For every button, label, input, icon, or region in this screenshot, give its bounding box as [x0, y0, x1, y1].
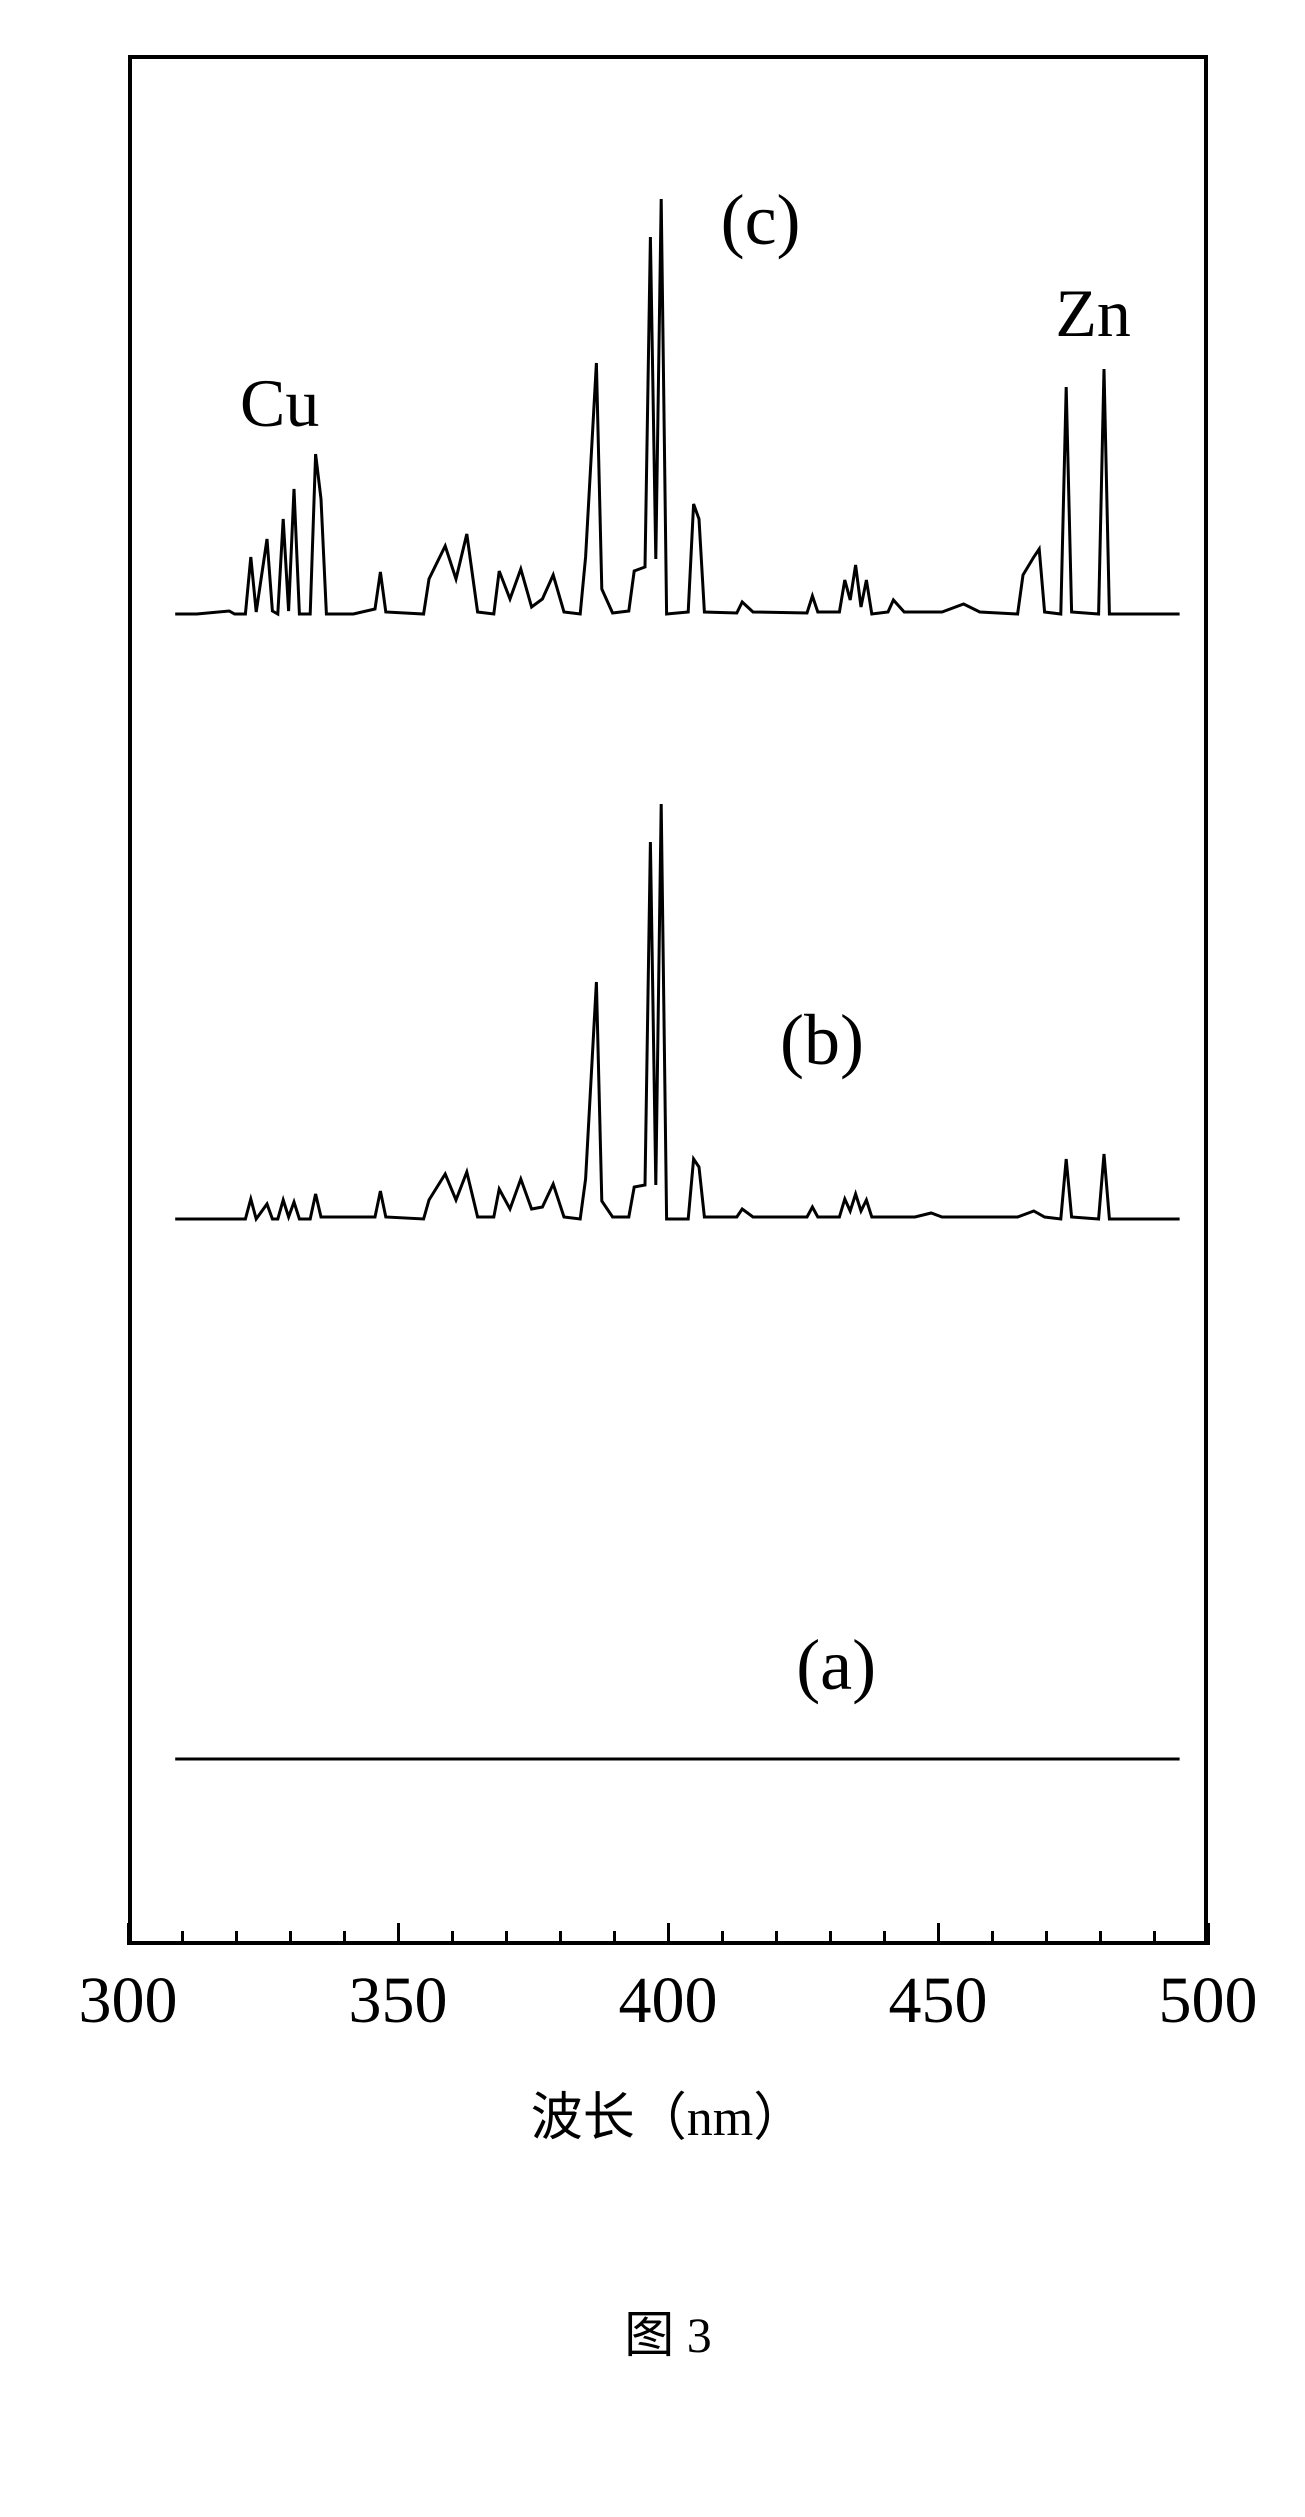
x-tick	[991, 1931, 994, 1945]
x-tick-label: 500	[1138, 1963, 1278, 2039]
annotation-a: (a)	[796, 1624, 876, 1707]
spectrum-a	[132, 59, 1212, 1949]
annotation-Cu: Cu	[240, 364, 319, 443]
x-tick-label: 300	[58, 1963, 198, 2039]
x-tick-label: 350	[328, 1963, 468, 2039]
x-tick	[451, 1931, 454, 1945]
x-tick	[1153, 1931, 1156, 1945]
x-tick	[667, 1923, 670, 1945]
x-tick	[1045, 1931, 1048, 1945]
x-tick	[343, 1931, 346, 1945]
x-tick-label: 450	[868, 1963, 1008, 2039]
annotation-Zn: Zn	[1055, 274, 1131, 353]
chart-frame: (c) Zn Cu (b) (a)	[128, 55, 1208, 1945]
annotation-c: (c)	[721, 179, 801, 262]
plot-area: (c) Zn Cu (b) (a)	[132, 59, 1204, 1941]
figure-caption: 图 3	[568, 2295, 768, 2367]
x-tick	[235, 1931, 238, 1945]
x-tick	[505, 1931, 508, 1945]
x-tick	[721, 1931, 724, 1945]
x-tick	[775, 1931, 778, 1945]
x-tick	[397, 1923, 400, 1945]
page: (c) Zn Cu (b) (a) 300 350 400 450 500 波长（nm） 图 3	[0, 0, 1305, 2517]
x-tick	[937, 1923, 940, 1945]
x-tick	[1207, 1923, 1210, 1945]
x-axis-title: 波长（nm）	[468, 2075, 868, 2150]
x-tick	[829, 1931, 832, 1945]
x-tick	[127, 1923, 130, 1945]
x-tick	[613, 1931, 616, 1945]
x-tick-label: 400	[598, 1963, 738, 2039]
x-tick	[883, 1931, 886, 1945]
x-tick	[289, 1931, 292, 1945]
x-tick	[181, 1931, 184, 1945]
x-tick	[559, 1931, 562, 1945]
x-tick	[1099, 1931, 1102, 1945]
annotation-b: (b)	[780, 999, 864, 1082]
